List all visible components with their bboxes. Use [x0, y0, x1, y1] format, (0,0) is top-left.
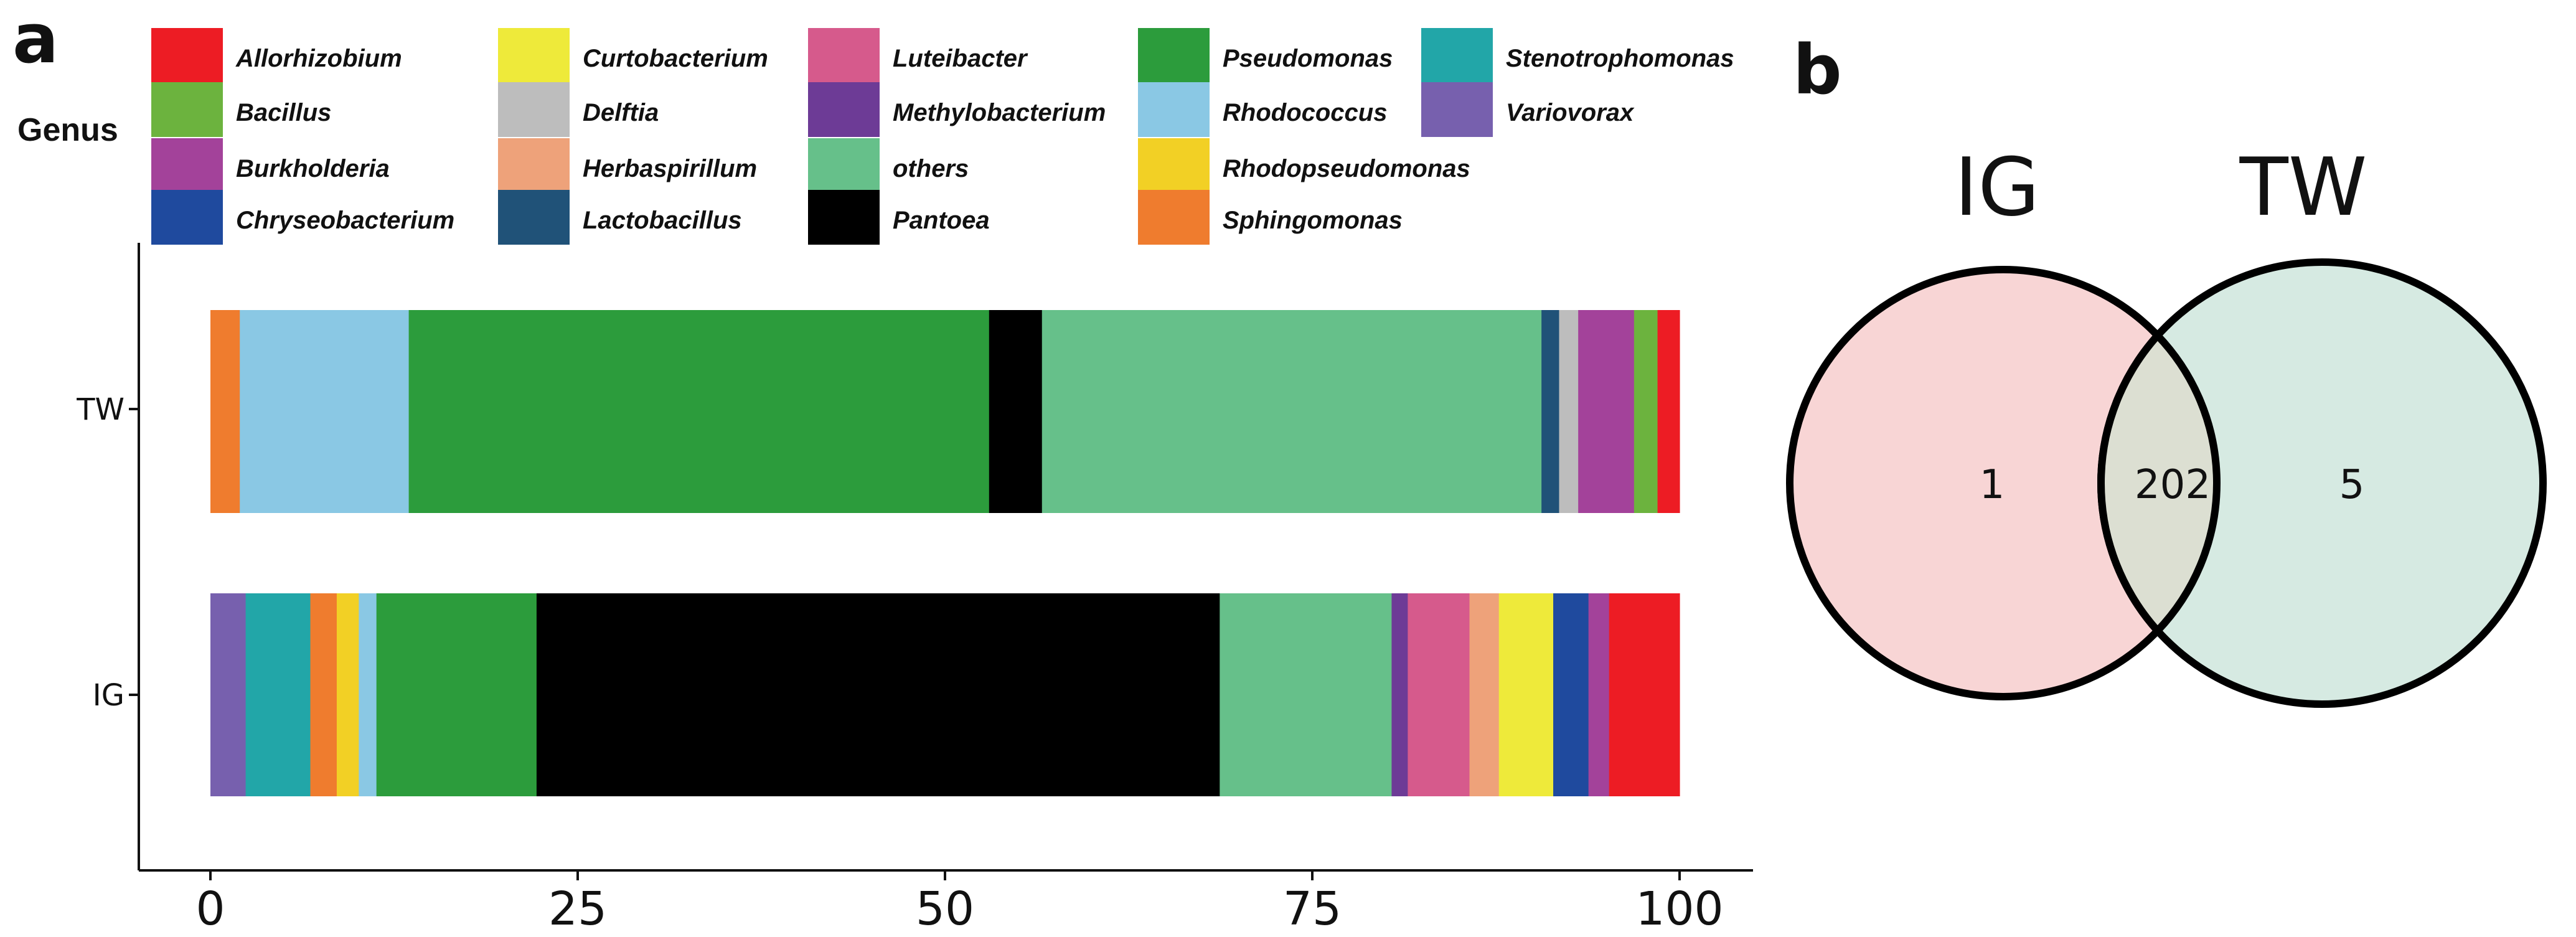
- venn-intersection: [2097, 330, 2221, 636]
- legend-title: Genus: [17, 112, 118, 148]
- legend-label-pantoea: Pantoea: [893, 207, 990, 234]
- legend: Genus Allorhizobium Bacillus Burkholderia C…: [17, 28, 1734, 245]
- legend-label-sphingomonas: Sphingomonas: [1223, 207, 1403, 234]
- bar-segment-ig-methylobacterium: [1391, 593, 1408, 796]
- bars: [210, 310, 1680, 796]
- legend-swatch-sphingomonas: [1138, 190, 1210, 245]
- legend-swatch-delftia: [498, 82, 570, 137]
- legend-swatch-rhodopseudomonas: [1138, 138, 1210, 193]
- bar-segment-ig-burkholderia: [1588, 593, 1610, 796]
- legend-items: Allorhizobium Bacillus Burkholderia Chryseo…: [151, 28, 1734, 245]
- legend-label-pseudomonas: Pseudomonas: [1223, 45, 1393, 72]
- bar-segment-tw-delftia: [1559, 310, 1579, 513]
- bar-segment-ig-allorhizobium: [1609, 593, 1680, 796]
- x-ticks: 0 25 50 75 100: [195, 870, 1724, 936]
- x-tick-label: 50: [916, 882, 974, 936]
- bar-segment-tw-allorhizobium: [1657, 310, 1680, 513]
- legend-swatch-burkholderia: [151, 138, 223, 193]
- legend-label-chryseobacterium: Chryseobacterium: [236, 207, 454, 234]
- venn-ig-title: IG: [1955, 141, 2040, 234]
- legend-label-curtobacterium: Curtobacterium: [583, 45, 768, 72]
- venn-tw-title: TW: [2239, 141, 2367, 234]
- legend-label-lactobacillus: Lactobacillus: [583, 207, 742, 234]
- bar-segment-tw-pseudomonas: [408, 310, 990, 513]
- y-tick-label-ig: IG: [93, 678, 125, 713]
- legend-swatch-variovorax: [1421, 82, 1493, 137]
- bar-segment-ig-herbaspirillum: [1469, 593, 1500, 796]
- legend-label-stenotrophomonas: Stenotrophomonas: [1506, 45, 1734, 72]
- venn-ig-only-count: 1: [1980, 462, 2005, 508]
- legend-label-others: others: [893, 155, 969, 182]
- legend-label-luteibacter: Luteibacter: [893, 45, 1028, 72]
- y-ticks: TW IG: [76, 392, 139, 713]
- legend-label-rhodopseudomonas: Rhodopseudomonas: [1223, 155, 1470, 182]
- legend-swatch-pseudomonas: [1138, 28, 1210, 83]
- x-tick-label: 0: [195, 882, 225, 936]
- legend-label-herbaspirillum: Herbaspirillum: [583, 155, 757, 182]
- bar-segment-ig-chryseobacterium: [1553, 593, 1589, 796]
- bar-segment-tw-others: [1041, 310, 1542, 513]
- bar-segment-tw-rhodococcus: [240, 310, 410, 513]
- legend-label-allorhizobium: Allorhizobium: [235, 45, 402, 72]
- bar-segment-ig-sphingomonas: [310, 593, 337, 796]
- legend-label-burkholderia: Burkholderia: [236, 155, 390, 182]
- y-tick-label-tw: TW: [76, 392, 125, 427]
- bar-segment-tw-burkholderia: [1578, 310, 1635, 513]
- panel-b-label: b: [1793, 30, 1842, 110]
- legend-swatch-curtobacterium: [498, 28, 570, 83]
- bar-segment-ig-pseudomonas: [376, 593, 537, 796]
- legend-swatch-bacillus: [151, 82, 223, 137]
- venn-tw-only-count: 5: [2339, 462, 2365, 508]
- legend-swatch-others: [808, 138, 880, 193]
- bar-segment-ig-stenotrophomonas: [245, 593, 311, 796]
- legend-label-variovorax: Variovorax: [1506, 99, 1635, 126]
- legend-swatch-stenotrophomonas: [1421, 28, 1493, 83]
- x-tick-label: 75: [1283, 882, 1342, 936]
- bar-segment-ig-variovorax: [210, 593, 247, 796]
- venn-intersection-count: 202: [2135, 462, 2211, 508]
- venn-diagram: IG TW 1 202 5: [1786, 141, 2547, 708]
- bar-segment-ig-curtobacterium: [1498, 593, 1554, 796]
- bar-segment-tw-pantoea: [989, 310, 1043, 513]
- legend-swatch-allorhizobium: [151, 28, 223, 83]
- legend-label-delftia: Delftia: [583, 99, 659, 126]
- legend-swatch-herbaspirillum: [498, 138, 570, 193]
- legend-swatch-luteibacter: [808, 28, 880, 83]
- stacked-bar-chart: 0 25 50 75 100 TW IG: [76, 243, 1753, 936]
- bar-segment-ig-pantoea: [536, 593, 1220, 796]
- legend-label-methylobacterium: Methylobacterium: [893, 99, 1106, 126]
- legend-label-rhodococcus: Rhodococcus: [1223, 99, 1387, 126]
- panel-a-label: a: [12, 0, 59, 78]
- bar-segment-ig-rhodopseudomonas: [336, 593, 359, 796]
- bar-segment-tw-bacillus: [1634, 310, 1658, 513]
- legend-swatch-chryseobacterium: [151, 190, 223, 245]
- x-tick-label: 25: [548, 882, 607, 936]
- bar-segment-ig-rhodococcus: [359, 593, 377, 796]
- legend-swatch-methylobacterium: [808, 82, 880, 137]
- x-tick-label: 100: [1635, 882, 1723, 936]
- bar-segment-ig-luteibacter: [1408, 593, 1470, 796]
- legend-swatch-lactobacillus: [498, 190, 570, 245]
- bar-segment-tw-sphingomonas: [210, 310, 240, 513]
- legend-swatch-pantoea: [808, 190, 880, 245]
- bar-segment-ig-others: [1220, 593, 1393, 796]
- bar-segment-tw-lactobacillus: [1541, 310, 1560, 513]
- legend-label-bacillus: Bacillus: [236, 99, 331, 126]
- legend-swatch-rhodococcus: [1138, 82, 1210, 137]
